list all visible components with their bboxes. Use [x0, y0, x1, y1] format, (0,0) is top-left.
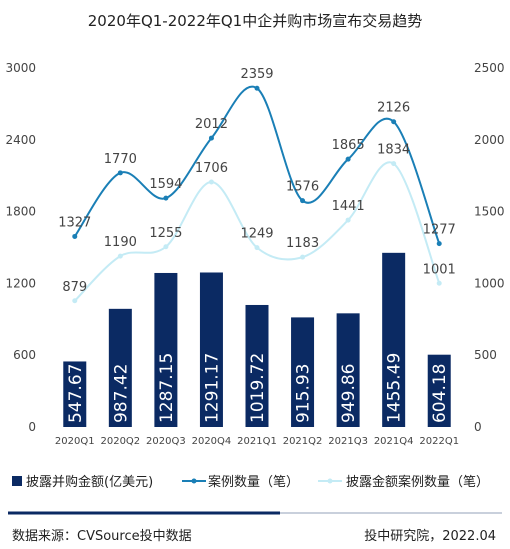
left-axis-tick: 2400 [5, 133, 36, 147]
line-value-label: 2126 [377, 101, 410, 116]
bar-value-label: 1291.17 [202, 353, 222, 423]
line-value-label: 1277 [423, 223, 456, 238]
line-value-label: 2359 [240, 67, 273, 82]
right-axis-tick: 1000 [474, 276, 505, 290]
legend-bar-label: 披露并购金额(亿美元) [26, 474, 153, 490]
bar-value-label: 987.42 [111, 364, 131, 423]
line-value-label: 1576 [286, 180, 319, 195]
legend-bar-swatch [12, 476, 22, 486]
line-point [254, 245, 260, 251]
legend-line1-label: 案例数量（笔） [208, 474, 299, 490]
category-label: 2021Q3 [328, 436, 368, 447]
bar [63, 361, 87, 427]
line-point [345, 156, 351, 162]
line-value-label: 879 [62, 280, 87, 295]
category-label: 2020Q1 [55, 436, 95, 447]
series-line-1 [73, 85, 441, 244]
line-value-label: 1594 [149, 177, 182, 192]
right-axis-tick: 2000 [474, 133, 505, 147]
line-point [436, 280, 442, 286]
line-value-label: 1834 [377, 143, 410, 158]
category-label: 2021Q2 [283, 436, 323, 447]
line-point [254, 85, 260, 91]
line-point [72, 298, 78, 304]
legend-line1-marker [191, 478, 197, 484]
line-value-label: 1001 [423, 262, 456, 277]
chart-title: 2020年Q1-2022年Q1中企并购市场宣布交易趋势 [88, 12, 422, 30]
line-value-label: 1770 [104, 152, 137, 167]
line-value-label: 1706 [195, 161, 228, 176]
line-point [117, 253, 123, 259]
bar [245, 304, 269, 427]
bar-value-label: 1019.72 [248, 353, 268, 423]
line-value-label: 1327 [58, 215, 91, 230]
left-axis-tick: 1800 [5, 205, 36, 219]
bar [199, 272, 223, 427]
line-value-label: 1249 [240, 227, 273, 242]
footer-source: 数据来源：CVSource投中数据 [12, 528, 192, 544]
line-value-label: 1255 [149, 226, 182, 241]
category-label: 2021Q1 [237, 436, 277, 447]
bar-value-label: 1287.15 [157, 353, 177, 423]
bar [336, 313, 360, 427]
bar-value-label: 547.67 [66, 364, 86, 423]
line-value-label: 1441 [332, 199, 365, 214]
category-label: 2020Q2 [100, 436, 140, 447]
line-point [117, 170, 123, 176]
bar-value-label: 949.86 [339, 364, 359, 423]
line-point [300, 254, 306, 260]
right-axis-tick: 500 [474, 348, 497, 362]
line-point [300, 198, 306, 204]
line-point [208, 135, 214, 141]
bar [382, 252, 406, 427]
right-axis-tick: 1500 [474, 205, 505, 219]
line-point [208, 179, 214, 185]
right-axis-tick: 2500 [474, 61, 505, 75]
line-value-label: 1190 [104, 235, 137, 250]
footer-credit: 投中研究院，2022.04 [364, 528, 496, 544]
line-value-label: 2012 [195, 117, 228, 132]
legend-line2-label: 披露金额案例数量（笔） [346, 474, 489, 490]
category-label: 2021Q4 [374, 436, 414, 447]
bar-value-label: 604.18 [430, 364, 450, 423]
bar [108, 308, 132, 427]
line-point [436, 241, 442, 247]
line-point [163, 195, 169, 201]
bar [427, 354, 451, 427]
line-point [345, 217, 351, 223]
line-point [72, 233, 78, 239]
left-axis-tick: 3000 [5, 61, 36, 75]
left-axis-tick: 0 [28, 420, 36, 434]
right-axis-tick: 0 [474, 420, 482, 434]
category-label: 2020Q4 [192, 436, 232, 447]
bar [154, 272, 178, 427]
bar-value-label: 1455.49 [385, 353, 405, 423]
category-label: 2022Q1 [419, 436, 459, 447]
left-axis-tick: 1200 [5, 276, 36, 290]
left-axis-tick: 600 [13, 348, 36, 362]
line-value-label: 1865 [332, 138, 365, 153]
legend-line2-marker [327, 478, 333, 484]
line-point [163, 244, 169, 250]
legend: 披露并购金额(亿美元) 案例数量（笔） 披露金额案例数量（笔） [12, 474, 489, 490]
line-point [391, 161, 397, 167]
bar [291, 317, 315, 427]
line-point [391, 119, 397, 125]
bar-value-label: 915.93 [294, 364, 314, 423]
category-label: 2020Q3 [146, 436, 186, 447]
line-value-label: 1183 [286, 236, 319, 251]
